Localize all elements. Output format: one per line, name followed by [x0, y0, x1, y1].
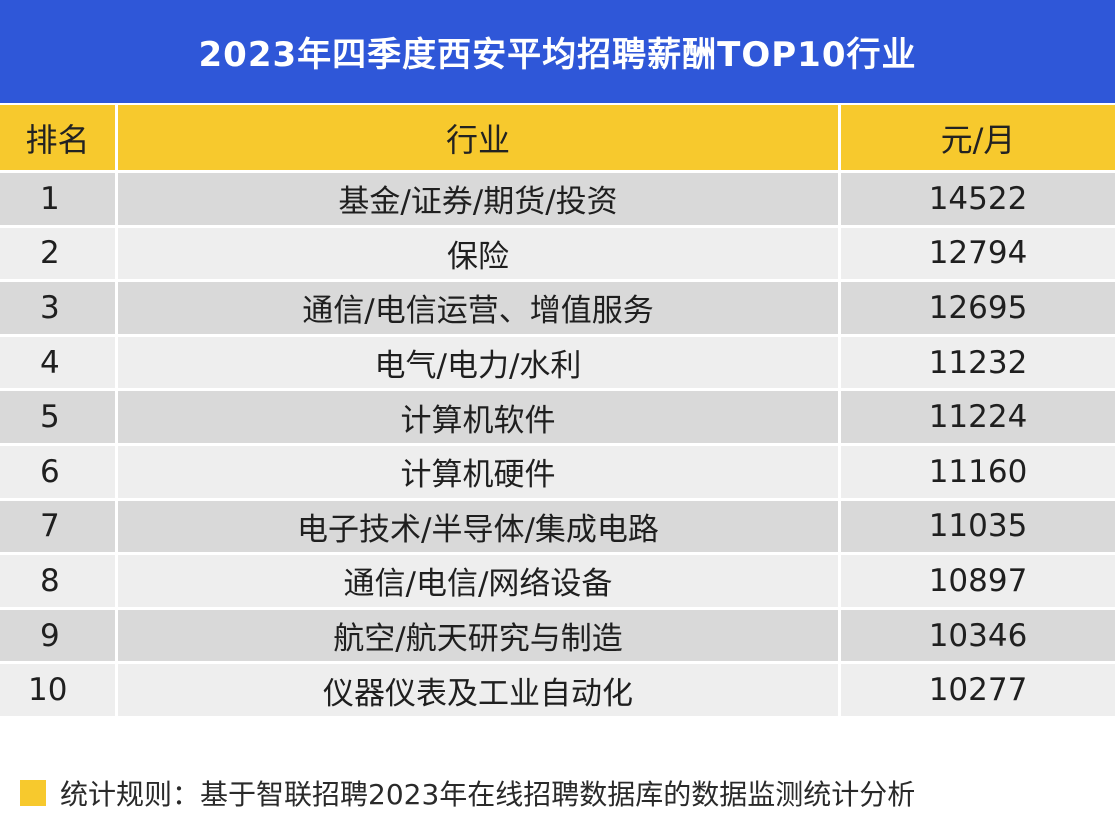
industry-cell: 保险 [118, 227, 841, 280]
industry-cell: 仪器仪表及工业自动化 [118, 664, 841, 716]
industry-cell: 电子技术/半导体/集成电路 [118, 500, 841, 553]
rank-cell: 7 [0, 500, 118, 553]
salary-cell: 10277 [928, 672, 1028, 709]
industry-cell: 计算机软件 [118, 391, 841, 443]
rank-cell: 2 [0, 227, 118, 280]
rank-cell: 5 [0, 391, 118, 443]
table-row: 7 电子技术/半导体/集成电路 11035 [0, 500, 1115, 556]
column-header-salary: 元/月 [940, 120, 1016, 159]
footnote-text: 统计规则：基于智联招聘2023年在线招聘数据库的数据监测统计分析 [60, 778, 916, 811]
industry-cell: 航空/航天研究与制造 [118, 609, 841, 662]
salary-cell: 11232 [928, 344, 1028, 381]
table-row: 5 计算机软件 11224 [0, 391, 1115, 446]
table-row: 9 航空/航天研究与制造 10346 [0, 609, 1115, 665]
footnote: 统计规则：基于智联招聘2023年在线招聘数据库的数据监测统计分析 [20, 773, 915, 813]
rank-cell: 4 [0, 336, 118, 389]
legend-swatch [20, 780, 46, 806]
salary-cell: 11160 [928, 453, 1028, 490]
salary-cell: 12794 [928, 235, 1028, 272]
rank-cell: 3 [0, 282, 118, 334]
table-row: 1 基金/证券/期货/投资 14522 [0, 173, 1115, 228]
table-row: 8 通信/电信/网络设备 10897 [0, 555, 1115, 610]
rank-cell: 1 [0, 173, 118, 225]
industry-cell: 通信/电信运营、增值服务 [118, 282, 841, 334]
salary-table: 排名 行业 元/月 1 基金/证券/期货/投资 14522 2 保险 12794… [0, 105, 1115, 719]
salary-cell: 11035 [928, 508, 1028, 545]
industry-cell: 通信/电信/网络设备 [118, 555, 841, 607]
column-header-industry: 行业 [118, 105, 841, 170]
chart-title: 2023年四季度西安平均招聘薪酬TOP10行业 [198, 35, 917, 75]
table-row: 2 保险 12794 [0, 227, 1115, 283]
industry-cell: 计算机硬件 [118, 445, 841, 498]
table-row: 3 通信/电信运营、增值服务 12695 [0, 282, 1115, 337]
table-header-row: 排名 行业 元/月 [0, 105, 1115, 173]
salary-cell: 12695 [928, 289, 1028, 326]
rank-cell: 10 [0, 664, 118, 716]
rank-cell: 8 [0, 555, 118, 607]
rank-cell: 6 [0, 445, 118, 498]
table-row: 4 电气/电力/水利 11232 [0, 336, 1115, 392]
salary-cell: 14522 [928, 180, 1028, 217]
industry-cell: 电气/电力/水利 [118, 336, 841, 389]
table-row: 6 计算机硬件 11160 [0, 445, 1115, 501]
column-header-rank: 排名 [0, 105, 118, 170]
salary-cell: 10897 [928, 562, 1028, 599]
table-row: 10 仪器仪表及工业自动化 10277 [0, 664, 1115, 719]
rank-cell: 9 [0, 609, 118, 662]
salary-cell: 11224 [928, 399, 1028, 436]
title-bar: 2023年四季度西安平均招聘薪酬TOP10行业 [0, 0, 1115, 103]
salary-cell: 10346 [928, 617, 1028, 654]
industry-cell: 基金/证券/期货/投资 [118, 173, 841, 225]
